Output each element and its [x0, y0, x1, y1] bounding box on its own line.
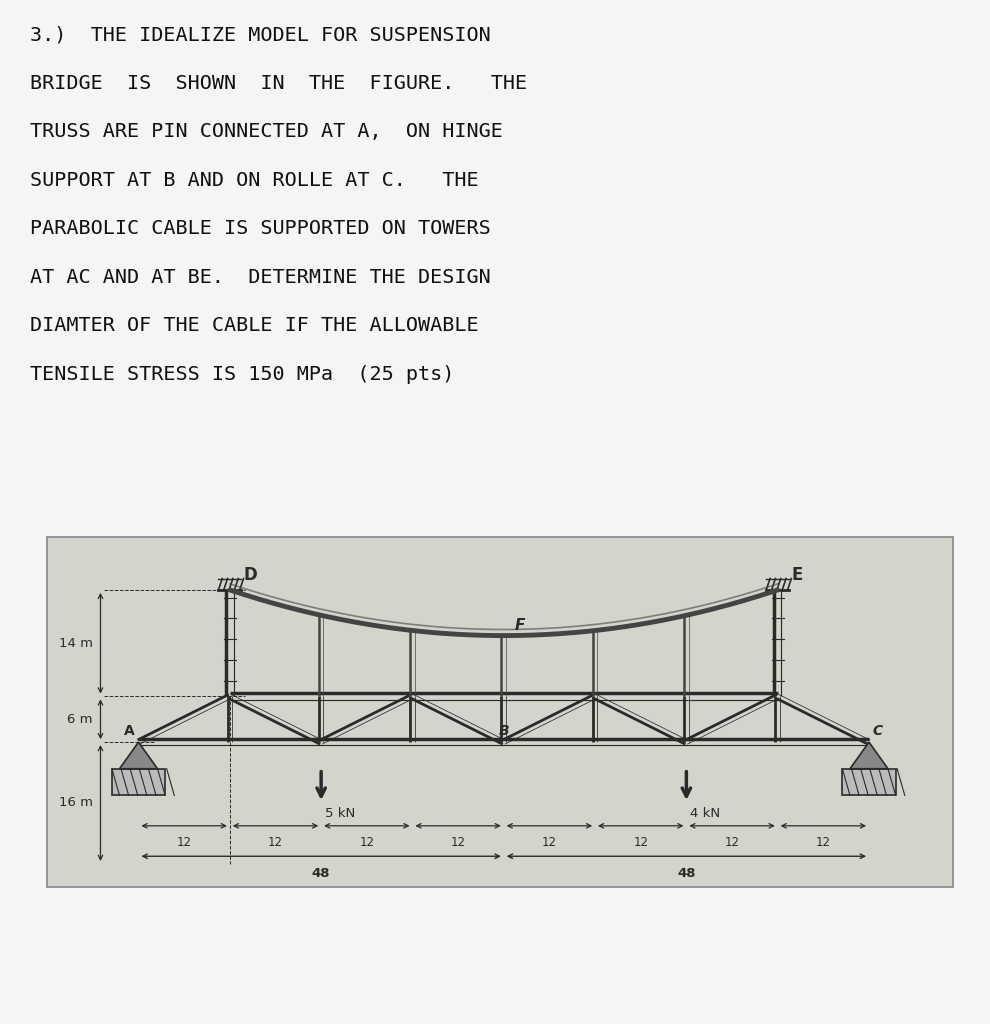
Text: 5 kN: 5 kN	[325, 807, 355, 820]
Polygon shape	[842, 769, 896, 796]
Text: 48: 48	[312, 867, 331, 880]
Text: 12: 12	[359, 837, 374, 850]
Text: 12: 12	[634, 837, 648, 850]
Text: C: C	[873, 724, 883, 738]
Text: 12: 12	[268, 837, 283, 850]
Text: SUPPORT AT B AND ON ROLLE AT C.   THE: SUPPORT AT B AND ON ROLLE AT C. THE	[30, 171, 478, 189]
Text: TENSILE STRESS IS 150 MPa  (25 pts): TENSILE STRESS IS 150 MPa (25 pts)	[30, 365, 454, 384]
Text: 12: 12	[725, 837, 740, 850]
Text: 12: 12	[542, 837, 557, 850]
Polygon shape	[112, 769, 165, 796]
FancyBboxPatch shape	[48, 537, 952, 887]
Text: 12: 12	[176, 837, 192, 850]
Text: BRIDGE  IS  SHOWN  IN  THE  FIGURE.   THE: BRIDGE IS SHOWN IN THE FIGURE. THE	[30, 74, 527, 93]
Text: 12: 12	[450, 837, 465, 850]
Text: B: B	[498, 724, 509, 737]
Text: 4 kN: 4 kN	[690, 807, 721, 820]
Text: DIAMTER OF THE CABLE IF THE ALLOWABLE: DIAMTER OF THE CABLE IF THE ALLOWABLE	[30, 316, 478, 336]
Text: 48: 48	[677, 867, 696, 880]
Text: E: E	[791, 566, 803, 584]
Polygon shape	[120, 742, 157, 769]
Text: F: F	[515, 618, 526, 633]
Text: 12: 12	[816, 837, 831, 850]
Text: A: A	[124, 724, 135, 738]
Text: 16 m: 16 m	[58, 797, 93, 810]
Text: 6 m: 6 m	[67, 713, 93, 726]
Text: TRUSS ARE PIN CONNECTED AT A,  ON HINGE: TRUSS ARE PIN CONNECTED AT A, ON HINGE	[30, 123, 503, 141]
Text: PARABOLIC CABLE IS SUPPORTED ON TOWERS: PARABOLIC CABLE IS SUPPORTED ON TOWERS	[30, 219, 490, 239]
Text: 14 m: 14 m	[58, 637, 93, 649]
Polygon shape	[850, 742, 888, 769]
Text: 3.)  THE IDEALIZE MODEL FOR SUSPENSION: 3.) THE IDEALIZE MODEL FOR SUSPENSION	[30, 26, 490, 44]
Text: D: D	[244, 566, 257, 584]
Text: AT AC AND AT BE.  DETERMINE THE DESIGN: AT AC AND AT BE. DETERMINE THE DESIGN	[30, 268, 490, 287]
